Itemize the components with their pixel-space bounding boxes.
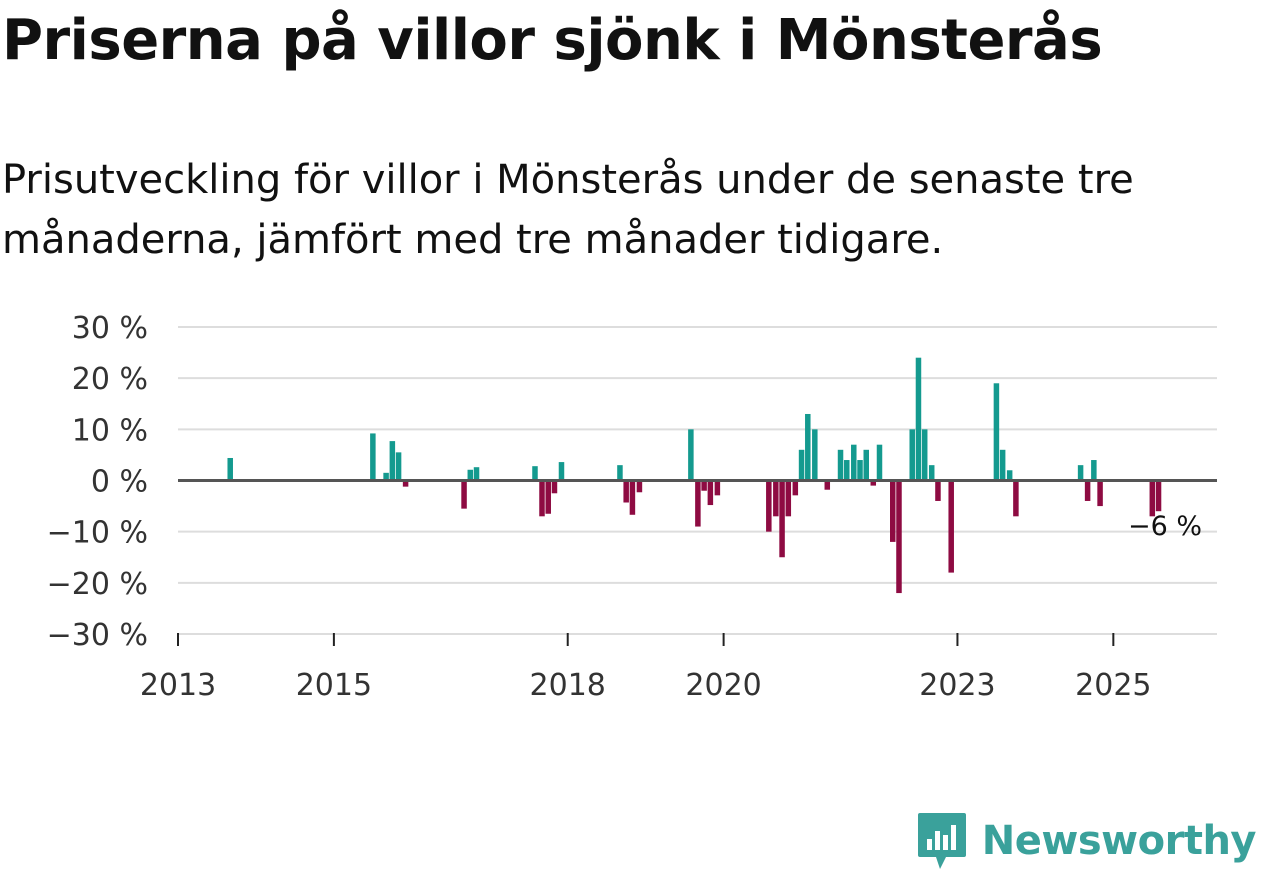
y-tick-label: 30 % xyxy=(72,311,148,346)
x-tick-label: 2013 xyxy=(140,668,216,703)
bar xyxy=(617,465,623,481)
bar xyxy=(636,480,643,493)
bar xyxy=(851,444,857,481)
bar-chart: 30 % 20 % 10 % 0 % −10 % −20 % −30 % 2013 2015 20… xyxy=(47,311,1217,703)
bar xyxy=(805,413,811,481)
bar xyxy=(824,480,831,490)
bar xyxy=(844,460,850,481)
bar xyxy=(915,357,922,481)
bar xyxy=(383,472,389,481)
grid-lines xyxy=(178,326,1217,635)
axes xyxy=(177,479,1217,646)
bar xyxy=(467,469,474,481)
newsworthy-logo-icon xyxy=(917,813,966,869)
bar xyxy=(890,480,896,542)
chart-title: Priserna på villor sjönk i Mönsterås xyxy=(2,8,1103,73)
brand-name: Newsworthy xyxy=(981,818,1257,864)
bar xyxy=(707,480,714,506)
bar xyxy=(389,441,396,481)
bar xyxy=(948,480,954,573)
bar xyxy=(999,449,1006,481)
chart-subtitle: Prisutveckling för villor i Mönsterås un… xyxy=(2,157,1134,263)
bar xyxy=(993,383,1000,481)
bar xyxy=(402,480,409,487)
y-tick-label: −30 % xyxy=(47,618,148,653)
bar xyxy=(812,429,818,481)
bar xyxy=(551,480,558,494)
bar xyxy=(532,466,538,481)
bar xyxy=(909,429,915,481)
bar xyxy=(695,480,701,527)
bar xyxy=(863,449,869,481)
bar xyxy=(461,480,467,509)
bar xyxy=(773,480,779,517)
x-tick-label: 2018 xyxy=(530,668,606,703)
bar xyxy=(876,444,883,481)
bar xyxy=(1084,480,1091,501)
x-tick-label: 2020 xyxy=(685,668,761,703)
bar xyxy=(1006,470,1013,481)
bar xyxy=(395,452,402,481)
bar xyxy=(928,465,935,481)
bar xyxy=(766,480,772,532)
bar xyxy=(870,480,877,486)
bar xyxy=(779,480,785,558)
bar xyxy=(623,480,629,503)
bar xyxy=(1155,480,1162,512)
bar xyxy=(370,433,376,481)
y-tick-label: −10 % xyxy=(47,516,148,551)
y-tick-label: 0 % xyxy=(91,465,148,500)
bar xyxy=(629,480,636,515)
bar xyxy=(688,429,694,481)
x-tick-label: 2015 xyxy=(296,668,372,703)
bar xyxy=(473,467,480,481)
y-tick-label: 20 % xyxy=(72,362,148,397)
bar xyxy=(701,480,707,491)
newsworthy-brand: Newsworthy xyxy=(916,811,1257,871)
latest-value-label: −6 % xyxy=(1128,511,1202,542)
bar xyxy=(714,480,721,496)
bar xyxy=(1077,465,1084,481)
bar xyxy=(896,480,902,594)
x-tick-label: 2025 xyxy=(1075,668,1151,703)
bar xyxy=(1097,480,1103,507)
bar xyxy=(921,429,928,481)
bar xyxy=(227,457,233,481)
bar xyxy=(558,462,565,481)
bar xyxy=(857,460,863,481)
bar xyxy=(545,480,551,514)
bar xyxy=(785,480,792,517)
bars xyxy=(227,357,1162,594)
bar xyxy=(837,449,844,481)
bar xyxy=(798,449,805,481)
axis-labels: 30 % 20 % 10 % 0 % −10 % −20 % −30 % 2013 2015 20… xyxy=(47,311,1202,703)
bar xyxy=(792,480,799,496)
bar xyxy=(935,480,941,501)
y-tick-label: −20 % xyxy=(47,567,148,602)
y-tick-label: 10 % xyxy=(72,413,148,448)
x-tick-label: 2023 xyxy=(919,668,995,703)
bar xyxy=(1091,460,1097,481)
bar xyxy=(539,480,545,517)
bar xyxy=(1013,480,1019,517)
bar xyxy=(1149,480,1156,517)
